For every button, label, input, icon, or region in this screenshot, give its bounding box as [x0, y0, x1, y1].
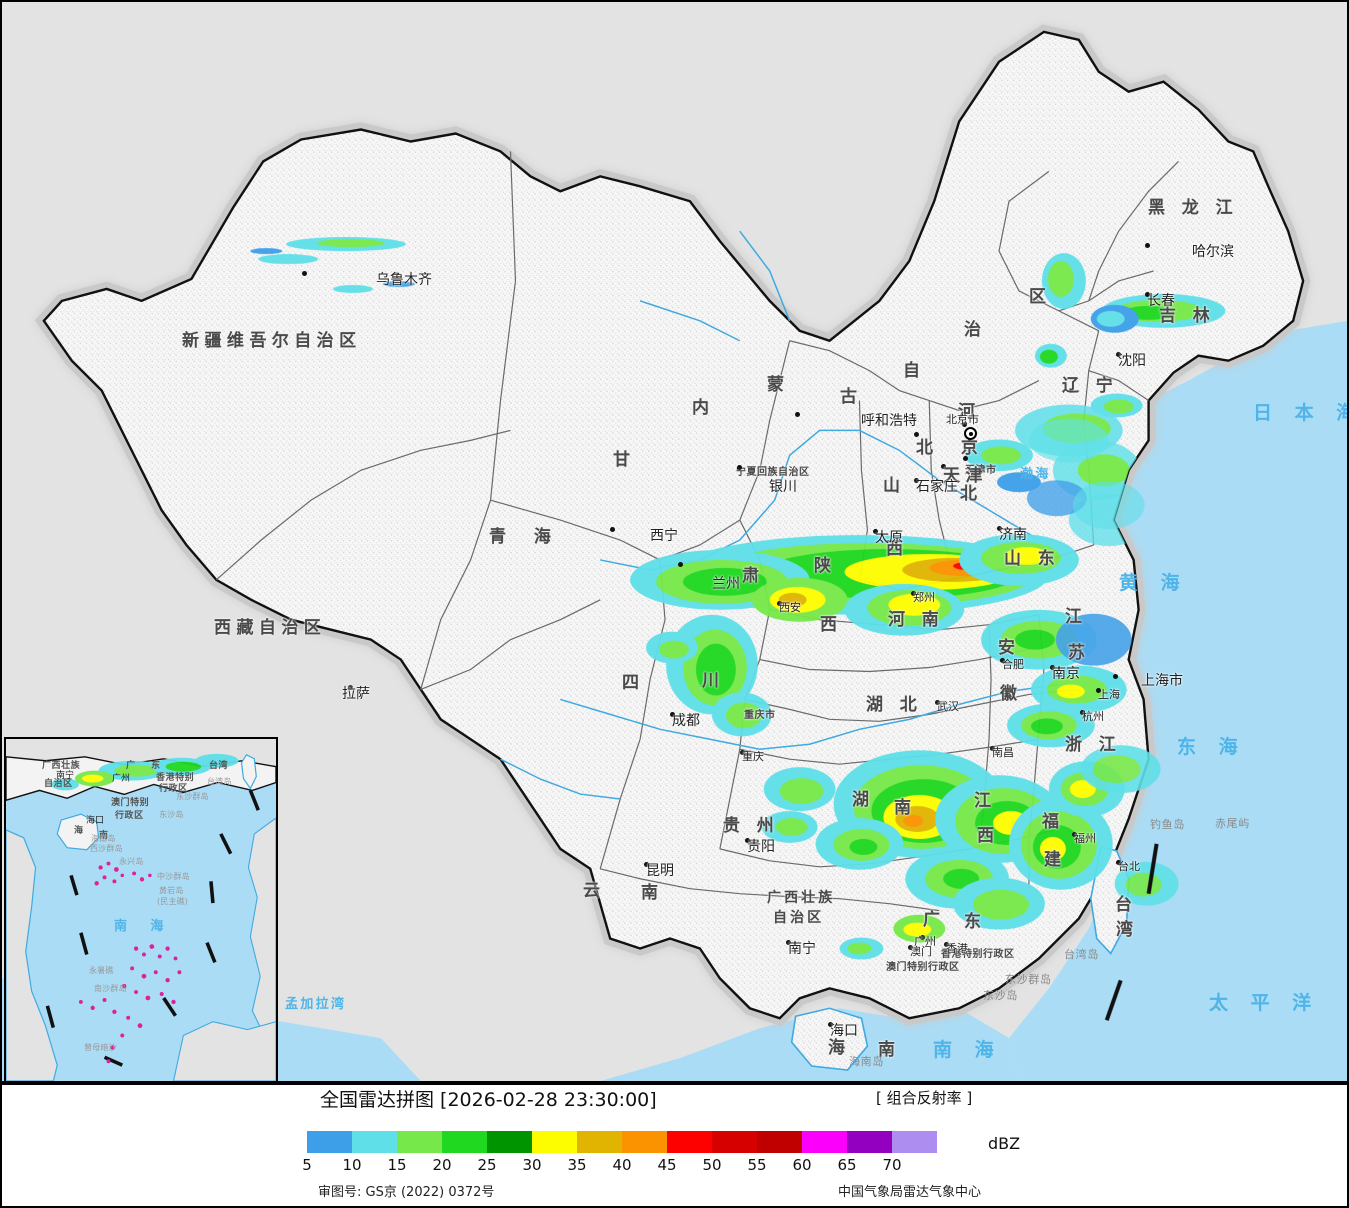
city-label-dot-hongkongc [944, 942, 949, 947]
tick-55: 55 [747, 1156, 767, 1174]
city-label-dot-jinan [997, 526, 1002, 531]
colorbar-swatch-30 [532, 1131, 577, 1153]
tick-30: 30 [522, 1156, 542, 1174]
echo-south-china [815, 750, 1125, 960]
inset-echo [51, 753, 239, 791]
radar-echo-offshore [1028, 418, 1179, 906]
capital-marker-beijing [964, 427, 977, 440]
legend-title: 全国雷达拼图 [2026-02-28 23:30:00] [320, 1089, 657, 1111]
colorbar-swatch-25 [487, 1131, 532, 1153]
city-label-dot-wuhan [935, 700, 940, 705]
tick-50: 50 [702, 1156, 722, 1174]
tick-25: 25 [477, 1156, 497, 1174]
echo-sichuan [646, 614, 772, 737]
echo-jiangsu-zhejiang [981, 609, 1132, 748]
city-label-dot-beijing [962, 422, 967, 427]
city-label-dot-lanzhou [678, 562, 683, 567]
city-label-dot-fuzhou [1072, 832, 1077, 837]
city-label-dot-xian [777, 601, 782, 606]
tick-60: 60 [792, 1156, 812, 1174]
colorbar-swatch-70 [892, 1131, 937, 1153]
city-label-dot-nanning [786, 940, 791, 945]
echo-guizhou-hunan [761, 767, 836, 843]
legend-product-label: [ 组合反射率 ] [876, 1089, 973, 1107]
tick-65: 65 [837, 1156, 857, 1174]
city-label-dot-taipei [1116, 860, 1121, 865]
city-label-dot-shanghai [1113, 674, 1118, 679]
city-label-dot-macauc [908, 945, 913, 950]
city-label-dot-nanchang [990, 746, 995, 751]
china-radar-map [2, 2, 1347, 1081]
tick-5: 5 [302, 1156, 312, 1174]
colorbar-swatch-35 [577, 1131, 622, 1153]
city-label-dot-haikou [828, 1022, 833, 1027]
city-label-dot-changchun [1145, 292, 1150, 297]
reef-clusters [78, 861, 182, 1064]
dbz-unit-label: dBZ [988, 1134, 1021, 1153]
city-label-dot-taiyuan [873, 529, 878, 534]
radar-map-panel[interactable]: 新疆维吾尔自治区 西藏自治区青 海甘肃内蒙古自治区宁夏回族自治区陕西山西河北黑 龙… [0, 0, 1349, 1083]
city-label-dot-nanjing [1050, 665, 1055, 670]
city-label-dot-hefei [1000, 658, 1005, 663]
city-label-dot-tianjin2 [941, 464, 946, 469]
issuing-agency: 中国气象局雷达气象中心 [838, 1185, 982, 1200]
colorbar-swatch-60 [802, 1131, 847, 1153]
tick-20: 20 [432, 1156, 452, 1174]
city-label-dot-beijing2 [914, 432, 919, 437]
city-label-dot-shijiazh [914, 478, 919, 483]
city-label-dot-urumqi [302, 271, 307, 276]
south-china-sea-inset[interactable]: 广西壮族 自治区广东香港特别 行政区 澳门特别 行政区 台湾海南南宁 广州 海口 台湾岛 东沙群岛… [4, 737, 278, 1081]
city-label-dot-hangzhou [1080, 710, 1085, 715]
city-label-dot-hohhot [795, 412, 800, 417]
colorbar-swatch-50 [712, 1131, 757, 1153]
city-label-dot-xining [610, 527, 615, 532]
colorbar-swatch-55 [757, 1131, 802, 1153]
colorbar-swatch-5 [307, 1131, 352, 1153]
city-label-dot-harbin [1145, 243, 1150, 248]
city-label-dot-shenyang [1116, 352, 1121, 357]
colorbar-swatch-20 [442, 1131, 487, 1153]
city-label-dot-yinchuan [737, 465, 742, 470]
map-approval-number: 审图号: GS京 (2022) 0372号 [318, 1185, 495, 1200]
echo-xinjiang [250, 237, 415, 293]
city-label-dot-chengdu [670, 712, 675, 717]
nine-dash-line [45, 789, 260, 1067]
inset-map [6, 739, 276, 1081]
colorbar-swatch-15 [397, 1131, 442, 1153]
city-label-dot-kunming [644, 862, 649, 867]
city-label-dot-shanghai2 [1096, 688, 1101, 693]
city-label-dot-chongqingc [740, 750, 745, 755]
city-label-dot-guiyang [745, 838, 750, 843]
tick-40: 40 [612, 1156, 632, 1174]
colorbar-swatch-45 [667, 1131, 712, 1153]
echo-northeast [1034, 253, 1226, 418]
city-label-dot-guangzhou [920, 935, 925, 940]
echo-central-belt [630, 534, 1079, 636]
tick-45: 45 [657, 1156, 677, 1174]
tick-10: 10 [342, 1156, 362, 1174]
boundary-ticks [1104, 843, 1159, 1021]
tick-70: 70 [882, 1156, 902, 1174]
colorbar-swatch-65 [847, 1131, 892, 1153]
colorbar-swatch-40 [622, 1131, 667, 1153]
tick-35: 35 [567, 1156, 587, 1174]
dbz-colorbar [307, 1131, 937, 1153]
province-borders [215, 151, 1179, 912]
city-label-dot-zhengzhou [911, 591, 916, 596]
city-label-dot-tianjin [963, 456, 968, 461]
city-label-dot-lhasa [348, 685, 353, 690]
tick-15: 15 [387, 1156, 407, 1174]
colorbar-swatch-10 [352, 1131, 397, 1153]
